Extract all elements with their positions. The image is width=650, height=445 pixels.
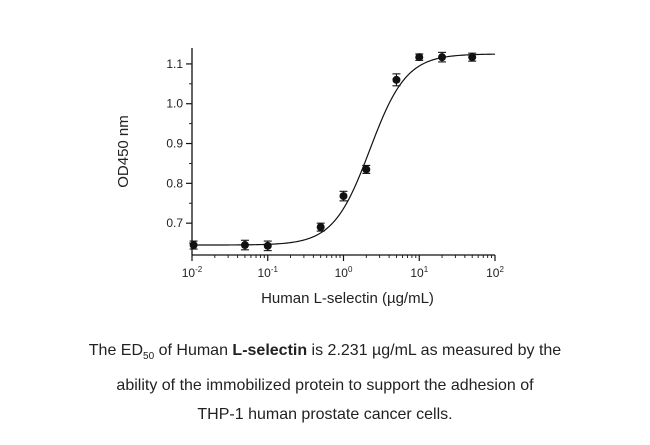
point-marker: [392, 75, 401, 84]
caption-text-1: The ED: [88, 342, 144, 359]
axes: [191, 48, 495, 256]
x-axis-ticks: 10-2 10-1 100 101 102: [182, 255, 504, 280]
data-point: [468, 52, 477, 62]
fit-curve: [192, 53, 496, 246]
caption-text-2: of Human: [154, 342, 233, 359]
y-tick-label: 0.8: [166, 176, 183, 190]
y-axis-ticks: 0.7 0.8 0.9 1.0 1.1: [166, 57, 192, 244]
data-point: [189, 240, 198, 250]
caption-text-3: is 2.231 µg/mL as measured by the: [307, 342, 562, 359]
caption-subscript: 50: [143, 351, 155, 363]
caption-protein-name: L-selectin: [232, 342, 308, 359]
caption-line-1: The ED50 of Human L-selectin is 2.231 µg…: [0, 336, 650, 371]
y-tick-label: 0.9: [166, 137, 183, 151]
chart-caption: The ED50 of Human L-selectin is 2.231 µg…: [0, 336, 650, 429]
data-point: [392, 73, 401, 87]
data-point: [316, 222, 325, 232]
point-marker: [189, 241, 198, 250]
caption-line-2: ability of the immobilized protein to su…: [116, 377, 534, 395]
data-point: [415, 53, 424, 62]
data-point: [362, 164, 371, 174]
y-tick-label: 1.1: [166, 57, 183, 71]
y-tick-label: 0.7: [166, 216, 183, 230]
data-point: [438, 51, 447, 63]
data-point: [240, 239, 249, 251]
dose-response-chart: 10-2 10-1 100 101 102 0.7 0.8 0.9 1.0 1.1 Human …: [115, 48, 504, 307]
y-tick-label: 1.0: [166, 97, 183, 111]
point-marker: [316, 223, 325, 232]
point-marker: [339, 192, 348, 201]
caption-line-3: THP-1 human prostate cancer cells.: [197, 406, 453, 424]
point-marker: [468, 53, 477, 62]
data-points: [189, 51, 477, 252]
x-tick-label: 102: [486, 265, 504, 280]
point-marker: [362, 165, 371, 174]
x-tick-label: 100: [335, 265, 353, 280]
data-point: [263, 240, 272, 252]
point-marker: [415, 53, 424, 62]
x-tick-label: 101: [410, 265, 428, 280]
x-tick-label: 10-2: [182, 265, 203, 280]
x-axis-title: Human L-selectin (µg/mL): [261, 290, 434, 307]
point-marker: [438, 53, 447, 62]
x-tick-label: 10-1: [258, 265, 279, 280]
data-point: [339, 190, 348, 202]
y-axis-title: OD450 nm: [115, 115, 132, 188]
point-marker: [240, 241, 249, 250]
point-marker: [263, 241, 272, 250]
